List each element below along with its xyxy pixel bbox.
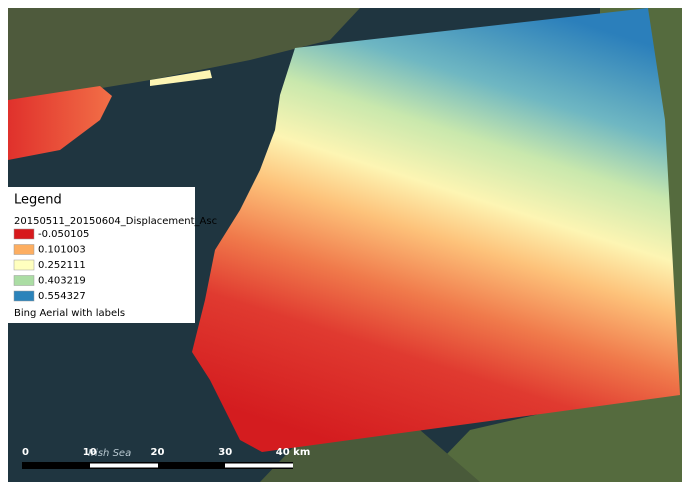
legend-swatch [13,228,35,240]
legend-label: 0.252111 [38,260,86,271]
legend-layer: 20150511_20150604_Displacement_Asc [14,216,217,227]
legend-swatch [13,275,35,286]
scale-bar-segment [225,463,293,468]
scale-bar: 0 10 20 30 40 km [22,447,310,469]
scale-label: 10 [83,447,97,458]
legend-title: Legend [14,193,62,208]
legend-label: -0.050105 [38,229,89,240]
legend-swatch [13,259,35,271]
land-north [8,8,360,100]
legend-entries: -0.050105 0.101003 0.252111 0.403219 0.55432… [13,228,89,302]
legend-swatch [13,290,35,302]
raster-sliver [150,70,212,86]
legend-label: 0.554327 [38,291,86,302]
legend-label: 0.403219 [38,276,86,287]
legend-basemap: Bing Aerial with labels [14,308,125,319]
legend-swatch [13,244,35,255]
legend-label: 0.101003 [38,245,86,256]
legend: Legend 20150511_20150604_Displacement_As… [8,187,217,323]
scale-label: 20 [151,447,165,458]
raster-strip [8,86,112,160]
scale-bar-segment [90,463,158,468]
scale-label: 40 km [276,447,310,458]
scale-label: 30 [218,447,232,458]
displacement-raster [192,8,680,452]
legend-box [8,187,195,323]
scale-labels: 0 10 20 30 40 km [22,447,310,458]
sea-label: Irish Sea [88,448,131,459]
scale-label: 0 [22,447,29,458]
